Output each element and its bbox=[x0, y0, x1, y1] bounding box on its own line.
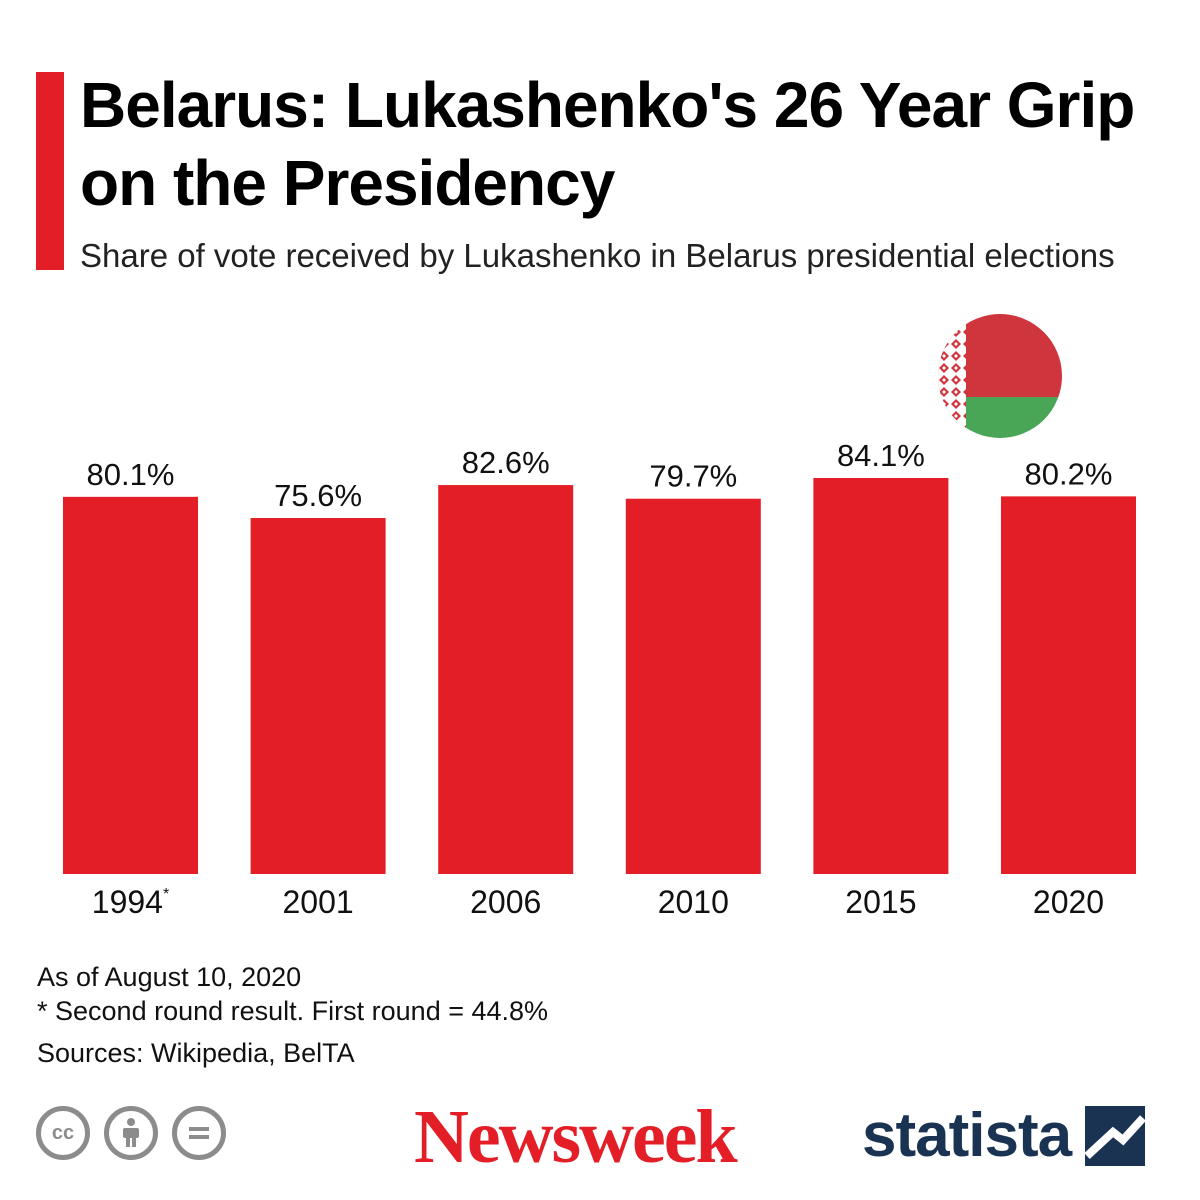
cc-icon-text: cc bbox=[51, 1121, 75, 1144]
footnotes: As of August 10, 2020 * Second round res… bbox=[37, 960, 548, 1070]
attribution-icon[interactable] bbox=[104, 1106, 158, 1160]
bar-2015 bbox=[813, 478, 949, 874]
belarus-flag-icon bbox=[938, 314, 1062, 438]
bar-chart: 80.1% 1994* 75.6% 2001 82.6% 2006 79.7% 2010 84.… bbox=[63, 438, 1136, 920]
value-label-2001: 75.6% bbox=[274, 478, 362, 513]
value-label-2020: 80.2% bbox=[1025, 456, 1113, 491]
chart-title: Belarus: Lukashenko's 26 Year Grip on th… bbox=[80, 69, 1135, 219]
sources-note: Sources: Wikipedia, BelTA bbox=[37, 1038, 355, 1068]
category-label-2006: 2006 bbox=[470, 884, 541, 920]
value-label-2006: 82.6% bbox=[462, 445, 550, 480]
newsweek-logo[interactable]: Newsweek bbox=[414, 1095, 738, 1179]
title-accent-bar bbox=[36, 72, 64, 270]
bar-2020 bbox=[1001, 496, 1136, 874]
as-of-note: As of August 10, 2020 bbox=[37, 962, 302, 992]
bar-2001 bbox=[250, 518, 386, 874]
category-label-2015: 2015 bbox=[845, 884, 916, 920]
no-derivatives-icon[interactable] bbox=[172, 1106, 226, 1160]
chart-subtitle: Share of vote received by Lukashenko in … bbox=[80, 237, 1115, 274]
bar-1994 bbox=[63, 496, 198, 874]
cc-icon[interactable]: cc bbox=[36, 1106, 90, 1160]
statista-mark-icon bbox=[1085, 1106, 1146, 1166]
category-label-1994: 1994* bbox=[92, 884, 169, 920]
statista-logo[interactable]: statista bbox=[862, 1096, 1146, 1176]
value-label-2015: 84.1% bbox=[837, 438, 925, 473]
category-label-2001: 2001 bbox=[283, 884, 354, 920]
round-note: * Second round result. First round = 44.… bbox=[37, 996, 549, 1026]
bar-2006 bbox=[438, 485, 574, 874]
category-label-2010: 2010 bbox=[658, 884, 729, 920]
bar-2010 bbox=[625, 498, 761, 874]
statista-wordmark: statista bbox=[862, 1101, 1072, 1170]
equals-glyph bbox=[189, 1127, 209, 1139]
value-label-1994: 80.1% bbox=[87, 457, 175, 492]
license-icons: cc bbox=[36, 1106, 226, 1160]
category-label-2020: 2020 bbox=[1033, 884, 1104, 920]
value-label-2010: 79.7% bbox=[649, 459, 737, 494]
footnote-mark: * bbox=[163, 886, 169, 903]
person-glyph bbox=[123, 1118, 139, 1147]
